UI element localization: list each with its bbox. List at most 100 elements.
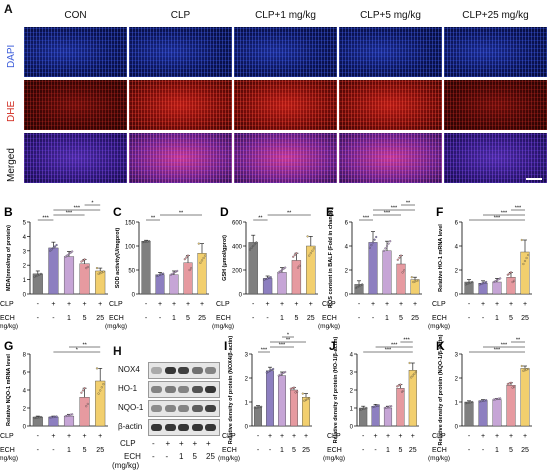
ech-value: 5 (83, 315, 87, 322)
significance-mark: *** (74, 206, 81, 212)
blot-row (148, 381, 220, 398)
bar (79, 263, 90, 295)
y-tick-label: 0 (23, 293, 27, 299)
panel-letter-a: A (4, 2, 13, 16)
ech-value: - (37, 447, 40, 454)
clp-value: + (495, 301, 499, 308)
bar (396, 388, 405, 427)
clp-value: + (83, 301, 87, 308)
data-point (97, 392, 100, 395)
significance-mark: *** (501, 343, 508, 349)
ech-label: ECH (222, 447, 237, 454)
clp-value: + (386, 433, 390, 440)
micrograph-dhe-clp-25 (444, 80, 547, 130)
data-point (368, 246, 371, 249)
clp-value: + (399, 301, 403, 308)
ech-value: 1 (67, 315, 71, 322)
data-point (280, 372, 284, 375)
significance-mark: ** (406, 201, 411, 207)
clp-value: + (398, 433, 402, 440)
micrograph-dhe-clp (129, 80, 232, 130)
data-point (55, 415, 58, 418)
panel-letter-i: I (224, 339, 227, 353)
data-point (399, 254, 403, 257)
data-point (492, 280, 495, 284)
panel-letter-h: H (113, 344, 122, 358)
blot-band (205, 386, 216, 393)
blot-band (191, 405, 203, 412)
bar (63, 256, 75, 295)
data-point (66, 254, 69, 257)
col-title-con: CON (64, 10, 87, 21)
y-axis-label: ROS content in BALF (Fold in change) (328, 208, 334, 308)
blot-band (164, 386, 176, 393)
data-point (402, 389, 405, 392)
clp-value: - (252, 301, 255, 308)
significance-mark: ** (258, 216, 263, 222)
data-point (471, 400, 474, 404)
data-point (86, 265, 89, 269)
col-title-clp: CLP (170, 10, 191, 21)
ech-unit: (mg/kg) (0, 323, 18, 330)
panel-letter-e: E (326, 205, 334, 219)
data-point (277, 271, 280, 274)
data-point (389, 240, 392, 243)
significance-mark: *** (261, 348, 268, 354)
ech-value: 25 (307, 315, 315, 322)
data-point (252, 244, 255, 248)
data-point (296, 266, 300, 269)
clp-value: + (98, 433, 102, 440)
clp-label: CLP (222, 433, 236, 440)
ech-value: - (159, 315, 162, 322)
significance-mark: * (91, 201, 94, 207)
clp-value: + (51, 433, 55, 440)
data-point (390, 405, 393, 408)
data-point (293, 253, 296, 257)
data-point (377, 404, 380, 407)
data-point (253, 243, 256, 246)
bar (79, 397, 90, 427)
y-axis-label: Relative density of protein (HO-1/β-acti… (333, 337, 339, 444)
ech-value: - (252, 315, 255, 322)
col-title-clp-5: CLP+5 mg/kg (360, 10, 421, 21)
data-point (494, 280, 497, 283)
data-point (303, 399, 306, 402)
micrograph-dapi-clp-25 (444, 27, 547, 77)
data-point (53, 245, 57, 248)
bar (506, 385, 516, 427)
ech-value: - (52, 447, 55, 454)
data-point (509, 271, 513, 274)
data-point (39, 415, 43, 419)
y-tick-label: 6 (23, 371, 27, 377)
data-point (413, 372, 416, 375)
y-tick-label: 0 (345, 293, 349, 299)
ech-value: - (165, 452, 169, 461)
clp-value: + (509, 433, 513, 440)
data-point (354, 286, 357, 290)
data-point (279, 270, 282, 273)
data-point (83, 258, 86, 261)
data-point (190, 267, 193, 270)
data-point (308, 397, 311, 400)
ech-value: 25 (96, 315, 104, 322)
data-point (100, 386, 103, 389)
data-point (301, 392, 304, 395)
data-point (495, 279, 499, 282)
data-point (356, 286, 359, 289)
data-point (169, 273, 172, 276)
clp-value: - (257, 433, 260, 440)
blot-row (148, 362, 220, 379)
panel-letter-f: F (436, 205, 443, 219)
clp-label: CLP (0, 301, 14, 308)
ech-unit: (mg/kg) (112, 461, 140, 470)
data-point (171, 272, 174, 275)
data-point (520, 364, 523, 368)
clp-value: + (266, 301, 270, 308)
data-point (296, 390, 299, 393)
data-point (361, 283, 364, 286)
clp-value: + (186, 301, 190, 308)
ech-unit: (mg/kg) (0, 455, 18, 462)
ech-value: 1 (67, 447, 71, 454)
blot-band (205, 405, 216, 412)
ech-label: ECH (0, 315, 15, 322)
